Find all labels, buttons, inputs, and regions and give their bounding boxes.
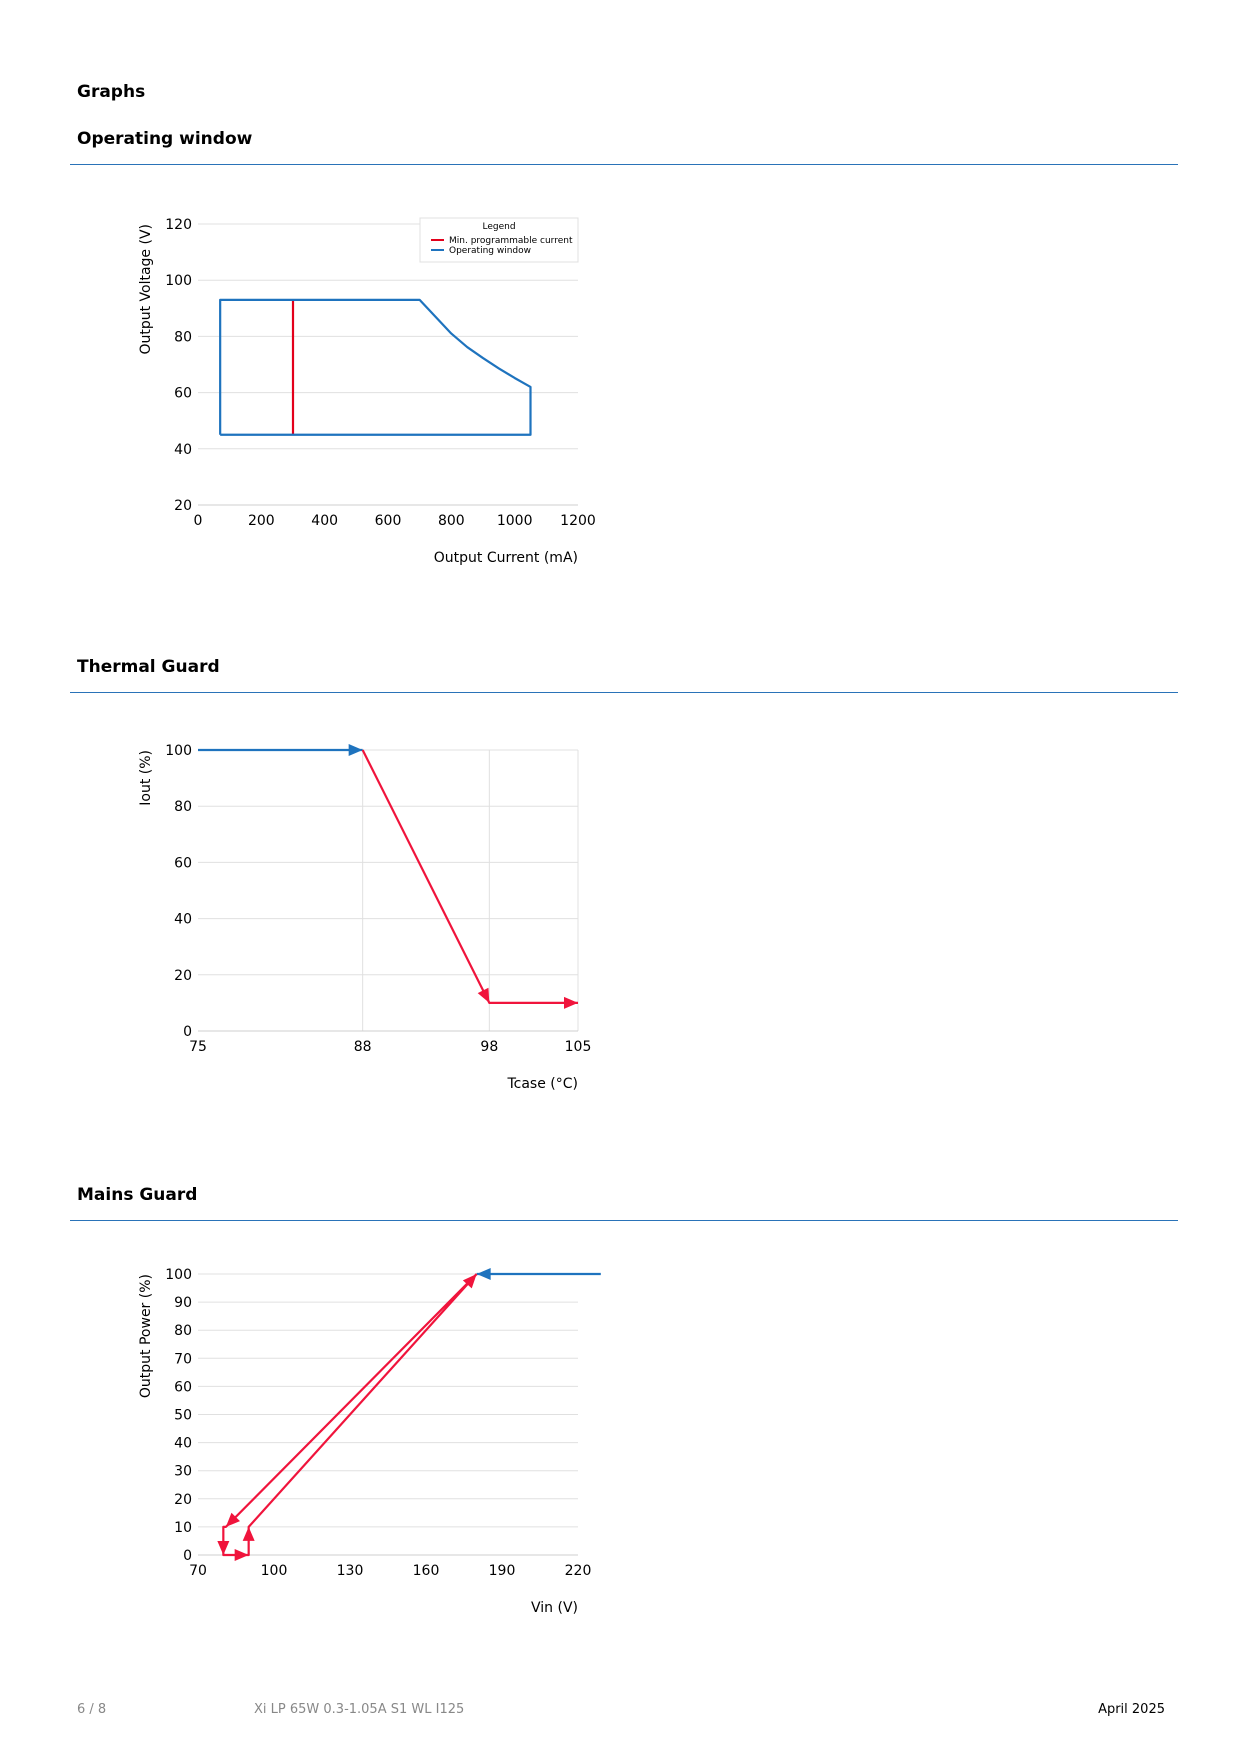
y-axis-label: Output Voltage (V) [138,224,154,355]
x-tick-label: 600 [375,513,402,529]
y-tick-label: 100 [165,743,192,759]
y-tick-label: 30 [174,1464,192,1480]
y-tick-label: 120 [165,217,192,233]
series-1 [361,749,578,1009]
series-0 [198,744,363,756]
y-tick-label: 60 [174,855,192,871]
x-axis-label: Output Current (mA) [434,550,578,566]
y-tick-label: 20 [174,1492,192,1508]
x-tick-label: 1200 [560,513,596,529]
section-divider [70,1220,1178,1221]
arrow-head [242,1526,255,1541]
x-axis-label: Tcase (°C) [506,1076,578,1092]
series-0 [476,1268,601,1280]
arrow-head [462,1274,477,1289]
y-tick-label: 0 [183,1548,192,1564]
chart-legend: Legend Min. programmable currentOperating… [419,217,579,263]
y-axis-label: Iout (%) [138,750,154,806]
x-tick-label: 190 [489,1563,516,1579]
legend-title: Legend [482,222,515,232]
x-tick-label: 800 [438,513,465,529]
x-tick-label: 200 [248,513,275,529]
y-tick-label: 50 [174,1408,192,1424]
y-tick-label: 20 [174,968,192,984]
y-axis-label: Output Power (%) [138,1274,154,1398]
y-tick-label: 40 [174,1436,192,1452]
y-tick-label: 40 [174,442,192,458]
y-tick-label: 80 [174,799,192,815]
x-tick-label: 400 [311,513,338,529]
y-tick-label: 60 [174,1379,192,1395]
y-tick-label: 80 [174,1323,192,1339]
arrow-head [348,744,363,756]
y-tick-label: 100 [165,1267,192,1283]
section-divider [70,164,1178,165]
x-tick-label: 220 [565,1563,592,1579]
arrow-head [477,987,490,1003]
x-tick-label: 130 [337,1563,364,1579]
x-tick-label: 70 [189,1563,207,1579]
page-heading: Graphs [77,82,146,102]
arrow-head [217,1541,230,1555]
y-tick-label: 0 [183,1024,192,1040]
section-title-mains-guard: Mains Guard [77,1185,198,1205]
arrow-head [564,996,578,1009]
y-tick-label: 10 [174,1520,192,1536]
y-tick-label: 80 [174,329,192,345]
section-divider [70,692,1178,693]
legend-entry: Min. programmable current [449,236,573,246]
x-tick-label: 1000 [497,513,533,529]
section-title-thermal-guard: Thermal Guard [77,657,220,677]
y-tick-label: 100 [165,273,192,289]
x-axis-label: Vin (V) [531,1600,578,1616]
footer-product-name: Xi LP 65W 0.3-1.05A S1 WL I125 [254,1702,465,1717]
x-tick-label: 98 [480,1039,498,1055]
y-tick-label: 70 [174,1351,192,1367]
mains-guard-chart: 0 10 20 30 40 50 60 70 80 90 100 70 100 130 160 190 220 V… [138,1267,601,1616]
series-1 [217,1273,478,1561]
arrow-head [476,1268,491,1280]
arrow-head [225,1512,240,1527]
x-tick-label: 105 [565,1039,592,1055]
series-line [361,749,578,1004]
y-tick-label: 20 [174,498,192,514]
legend-entry: Operating window [449,246,531,256]
section-title-operating-window: Operating window [77,129,253,149]
x-tick-label: 160 [413,1563,440,1579]
y-tick-label: 40 [174,912,192,928]
legend-box [419,217,579,263]
series-1 [219,298,532,436]
series-line [219,298,532,436]
footer-date: April 2025 [1098,1702,1165,1717]
x-tick-label: 100 [261,1563,288,1579]
y-tick-label: 90 [174,1295,192,1311]
arrow-head [234,1549,249,1561]
thermal-guard-chart: 0 20 40 60 80 100 75 88 98 105 Tcase (°C) Iout (%) [138,743,592,1092]
footer-page-number: 6 / 8 [77,1702,107,1717]
x-tick-label: 0 [194,513,203,529]
y-tick-label: 60 [174,386,192,402]
x-tick-label: 75 [189,1039,207,1055]
x-tick-label: 88 [354,1039,372,1055]
